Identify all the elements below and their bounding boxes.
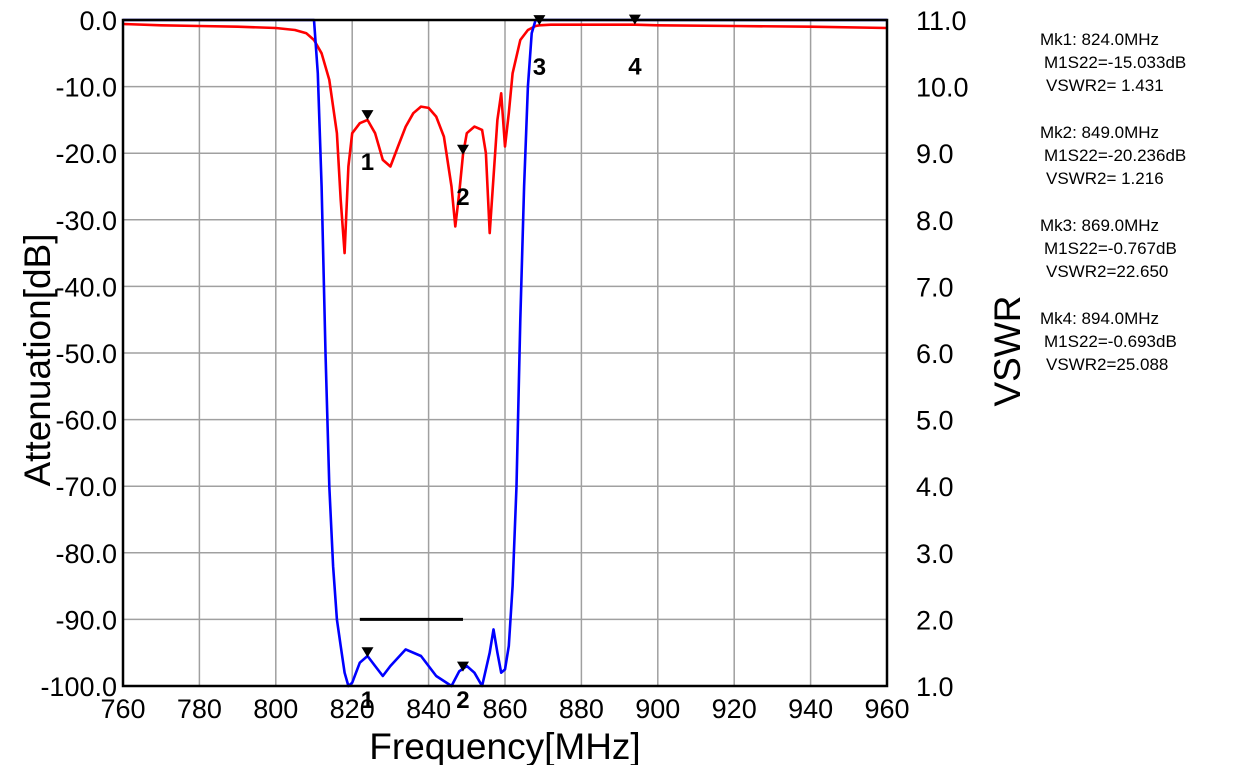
y-tick-label: -40.0	[55, 272, 117, 302]
x-tick-label: 760	[100, 694, 145, 724]
marker-readout-line: VSWR2= 1.431	[1046, 76, 1164, 95]
marker-label: 1	[361, 149, 374, 176]
y2-tick-label: 6.0	[916, 339, 954, 369]
marker-readout-line: Mk2: 849.0MHz	[1040, 123, 1159, 142]
series-lines	[122, 18, 888, 688]
marker-readout-line: Mk3: 869.0MHz	[1040, 216, 1159, 235]
y2-tick-label: 8.0	[916, 206, 954, 236]
y-tick-label: -90.0	[55, 605, 117, 635]
x-tick-label: 840	[406, 694, 451, 724]
plot-frame	[121, 18, 889, 688]
y2-tick-label: 10.0	[916, 73, 969, 103]
y2-tick-label: 7.0	[916, 272, 954, 302]
tick-labels: 760 780 800 820 840 860 880 900 920 940 960 0.0 -10.…	[40, 6, 968, 724]
y2-tick-label: 4.0	[916, 472, 954, 502]
marker-label-vswr: 1	[361, 687, 374, 714]
x-tick-label: 800	[253, 694, 298, 724]
marker-readout-line: VSWR2= 1.216	[1046, 169, 1164, 188]
grid	[123, 20, 887, 686]
vswr-line	[123, 18, 887, 688]
x-tick-label: 820	[330, 694, 375, 724]
marker-readout-line: Mk1: 824.0MHz	[1040, 30, 1159, 49]
return-loss-line	[122, 22, 888, 255]
y-tick-label: -50.0	[55, 339, 117, 369]
y-tick-label: -10.0	[55, 73, 117, 103]
marker-readout-line: M1S22=-0.693dB	[1044, 332, 1177, 351]
x-tick-label: 880	[559, 694, 604, 724]
x-axis-title: Frequency[MHz]	[369, 726, 640, 765]
x-tick-label: 960	[864, 694, 909, 724]
marker-label: 4	[628, 54, 642, 81]
y-tick-label: 0.0	[79, 6, 117, 36]
y2-tick-label: 3.0	[916, 539, 954, 569]
x-tick-label: 920	[712, 694, 757, 724]
y2-tick-label: 2.0	[916, 605, 954, 635]
marker-label-vswr: 2	[456, 687, 469, 714]
y2-tick-label: 9.0	[916, 139, 954, 169]
marker-overlay: 1 1 2 2 3 4	[359, 14, 642, 714]
y-tick-label: -70.0	[55, 472, 117, 502]
y-tick-label: -60.0	[55, 406, 117, 436]
y-tick-label: -100.0	[40, 672, 117, 702]
y2-tick-label: 1.0	[916, 672, 954, 702]
marker-label: 2	[456, 184, 469, 211]
x-tick-label: 940	[788, 694, 833, 724]
x-tick-label: 900	[635, 694, 680, 724]
marker-readout-line: Mk4: 894.0MHz	[1040, 309, 1159, 328]
y2-tick-label: 5.0	[916, 406, 954, 436]
y-axis-title: Attenuation[dB]	[17, 233, 58, 486]
marker-triangle-vswr	[361, 647, 374, 658]
y-tick-label: -30.0	[55, 206, 117, 236]
y2-tick-label: 11.0	[916, 6, 967, 36]
marker-readout-line: VSWR2=25.088	[1046, 355, 1168, 374]
marker-triangle-vswr	[456, 661, 469, 672]
marker-readout-line: M1S22=-15.033dB	[1044, 53, 1186, 72]
y2-axis-title: VSWR	[987, 296, 1028, 407]
marker-readout-line: M1S22=-20.236dB	[1044, 146, 1186, 165]
marker-label: 3	[533, 54, 546, 81]
y-tick-label: -20.0	[55, 139, 117, 169]
marker-triangle-attenuation	[361, 110, 374, 121]
y-tick-label: -80.0	[55, 539, 117, 569]
marker-readout-panel: Mk1: 824.0MHz M1S22=-15.033dB VSWR2= 1.431…	[1040, 30, 1186, 374]
marker-readout-line: M1S22=-0.767dB	[1044, 239, 1177, 258]
x-tick-label: 780	[177, 694, 222, 724]
marker-triangle-attenuation	[456, 144, 469, 155]
marker-readout-line: VSWR2=22.650	[1046, 262, 1168, 281]
x-tick-label: 860	[482, 694, 527, 724]
